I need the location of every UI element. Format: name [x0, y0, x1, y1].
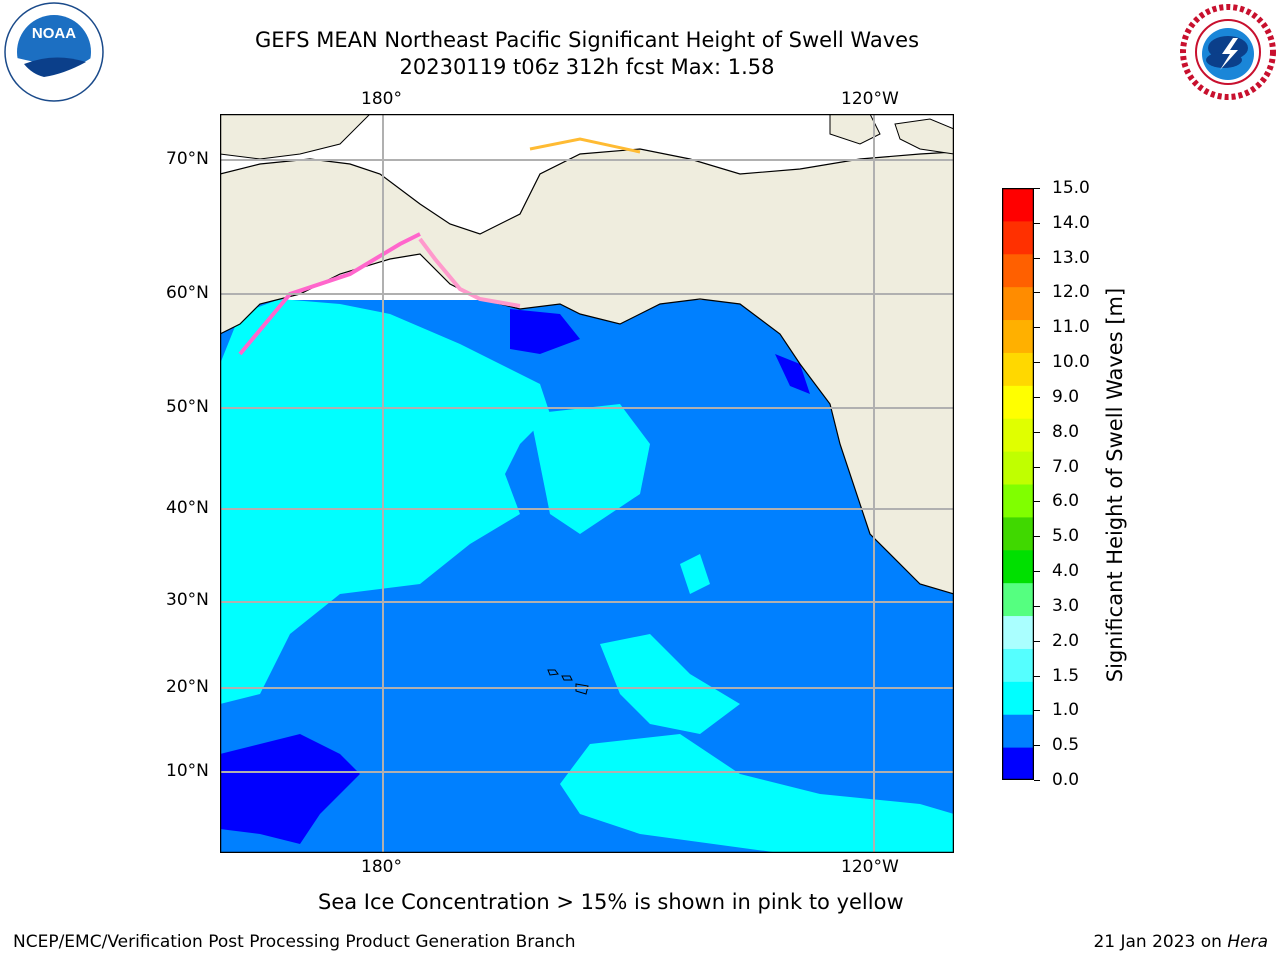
- swell-band-1-1.5m: [600, 634, 740, 734]
- colorbar-segment: [1002, 681, 1034, 715]
- colorbar-segment: [1002, 516, 1034, 551]
- colorbar-tick-label: 6.0: [1052, 491, 1080, 512]
- colorbar-segment: [1002, 648, 1034, 682]
- colorbar-tick-mark: [1034, 605, 1040, 607]
- lat-label: 40°N: [166, 498, 209, 518]
- lat-label: 30°N: [166, 590, 209, 610]
- lat-label: 50°N: [166, 397, 209, 417]
- colorbar-tick-label: 2.0: [1052, 630, 1080, 651]
- colorbar-tick-mark: [1034, 571, 1040, 573]
- colorbar-tick-label: 4.0: [1052, 561, 1080, 582]
- credit-branch: NCEP/EMC/Verification Post Processing Pr…: [13, 932, 576, 952]
- landmass: [894, 118, 954, 155]
- chart-title: GEFS MEAN Northeast Pacific Significant …: [254, 28, 920, 52]
- colorbar-tick-label: 3.0: [1052, 595, 1080, 616]
- colorbar-tick-label: 5.0: [1052, 526, 1080, 547]
- colorbar-segment: [1002, 549, 1034, 584]
- colorbar-tick-mark: [1034, 362, 1040, 364]
- colorbar-tick-label: 13.0: [1052, 247, 1090, 268]
- lat-label: 10°N: [166, 761, 209, 781]
- colorbar-segment: [1002, 286, 1034, 321]
- colorbar-segment: [1002, 582, 1034, 617]
- colorbar-tick-label: 0.5: [1052, 735, 1080, 756]
- swell-band-0-0.5m: [510, 309, 580, 354]
- colorbar-segment: [1002, 418, 1034, 452]
- colorbar-tick-mark: [1034, 536, 1040, 538]
- colorbar-tick-mark: [1034, 327, 1040, 329]
- sea-ice-fringe: [238, 232, 421, 356]
- swell-band-1-1.5m: [530, 404, 650, 534]
- chart-subtitle: 20230119 t06z 312h fcst Max: 1.58: [399, 55, 775, 79]
- colorbar-label: Significant Height of Swell Waves [m]: [1103, 287, 1127, 683]
- colorbar-segment: [1002, 188, 1034, 222]
- colorbar-segment: [1002, 319, 1034, 353]
- colorbar-tick-mark: [1034, 292, 1040, 294]
- landmass: [220, 148, 954, 595]
- colorbar-tick-mark: [1034, 780, 1040, 781]
- colorbar-tick-label: 14.0: [1052, 212, 1090, 233]
- colorbar-segment: [1002, 615, 1034, 649]
- colorbar-tick-label: 0.0: [1052, 770, 1080, 790]
- landmass: [220, 114, 371, 160]
- colorbar-segment: [1002, 385, 1034, 419]
- lat-label: 70°N: [166, 149, 209, 169]
- colorbar-tick-label: 11.0: [1052, 317, 1090, 338]
- colorbar-tick-mark: [1034, 501, 1040, 503]
- colorbar-tick-mark: [1034, 710, 1040, 712]
- colorbar-tick-label: 12.0: [1052, 282, 1090, 303]
- lon-label: 120°W: [841, 857, 899, 877]
- colorbar-segment: [1002, 352, 1034, 386]
- swell-height-map: [220, 114, 954, 853]
- colorbar-tick-label: 7.0: [1052, 456, 1080, 477]
- sea-ice-fringe: [529, 137, 641, 154]
- noaa-logo: NOAA: [4, 2, 104, 102]
- landmass: [829, 114, 881, 145]
- colorbar-segment: [1002, 714, 1034, 748]
- colorbar-tick-mark: [1034, 257, 1040, 259]
- credit-date: 21 Jan 2023 on Hera: [1093, 932, 1268, 952]
- colorbar-tick-mark: [1034, 222, 1040, 224]
- swell-band-0-0.5m: [220, 734, 360, 844]
- colorbar-tick-mark: [1034, 745, 1040, 747]
- graticule: [220, 114, 954, 853]
- colorbar-tick-label: 9.0: [1052, 386, 1080, 407]
- lon-label: 180°: [361, 857, 402, 877]
- colorbar-segment: [1002, 220, 1034, 255]
- sea-ice-footnote: Sea Ice Concentration > 15% is shown in …: [318, 890, 904, 914]
- colorbar: [1002, 188, 1034, 780]
- lon-label: 180°: [361, 89, 402, 109]
- svg-text:NOAA: NOAA: [32, 25, 76, 42]
- colorbar-segment: [1002, 253, 1034, 288]
- sea-ice-fringe: [418, 237, 521, 308]
- swell-band-1-1.5m: [680, 554, 710, 594]
- colorbar-tick-label: 8.0: [1052, 421, 1080, 442]
- colorbar-tick-mark: [1034, 188, 1040, 189]
- colorbar-tick-label: 10.0: [1052, 352, 1090, 373]
- swell-band-0-0.5m: [775, 354, 810, 394]
- colorbar-segment: [1002, 484, 1034, 518]
- colorbar-segment: [1002, 451, 1034, 485]
- colorbar-tick-label: 15.0: [1052, 178, 1090, 198]
- colorbar-tick-mark: [1034, 396, 1040, 398]
- nws-logo: [1180, 4, 1276, 100]
- colorbar-tick-label: 1.5: [1052, 665, 1080, 686]
- colorbar-tick-mark: [1034, 640, 1040, 642]
- colorbar-tick-label: 1.0: [1052, 700, 1080, 721]
- colorbar-tick-mark: [1034, 466, 1040, 468]
- lon-label: 120°W: [841, 89, 899, 109]
- colorbar-tick-mark: [1034, 431, 1040, 433]
- colorbar-tick-mark: [1034, 675, 1040, 677]
- lat-label: 20°N: [166, 677, 209, 697]
- swell-band-1-1.5m: [560, 734, 954, 853]
- lat-label: 60°N: [166, 283, 209, 303]
- colorbar-segment: [1002, 747, 1034, 780]
